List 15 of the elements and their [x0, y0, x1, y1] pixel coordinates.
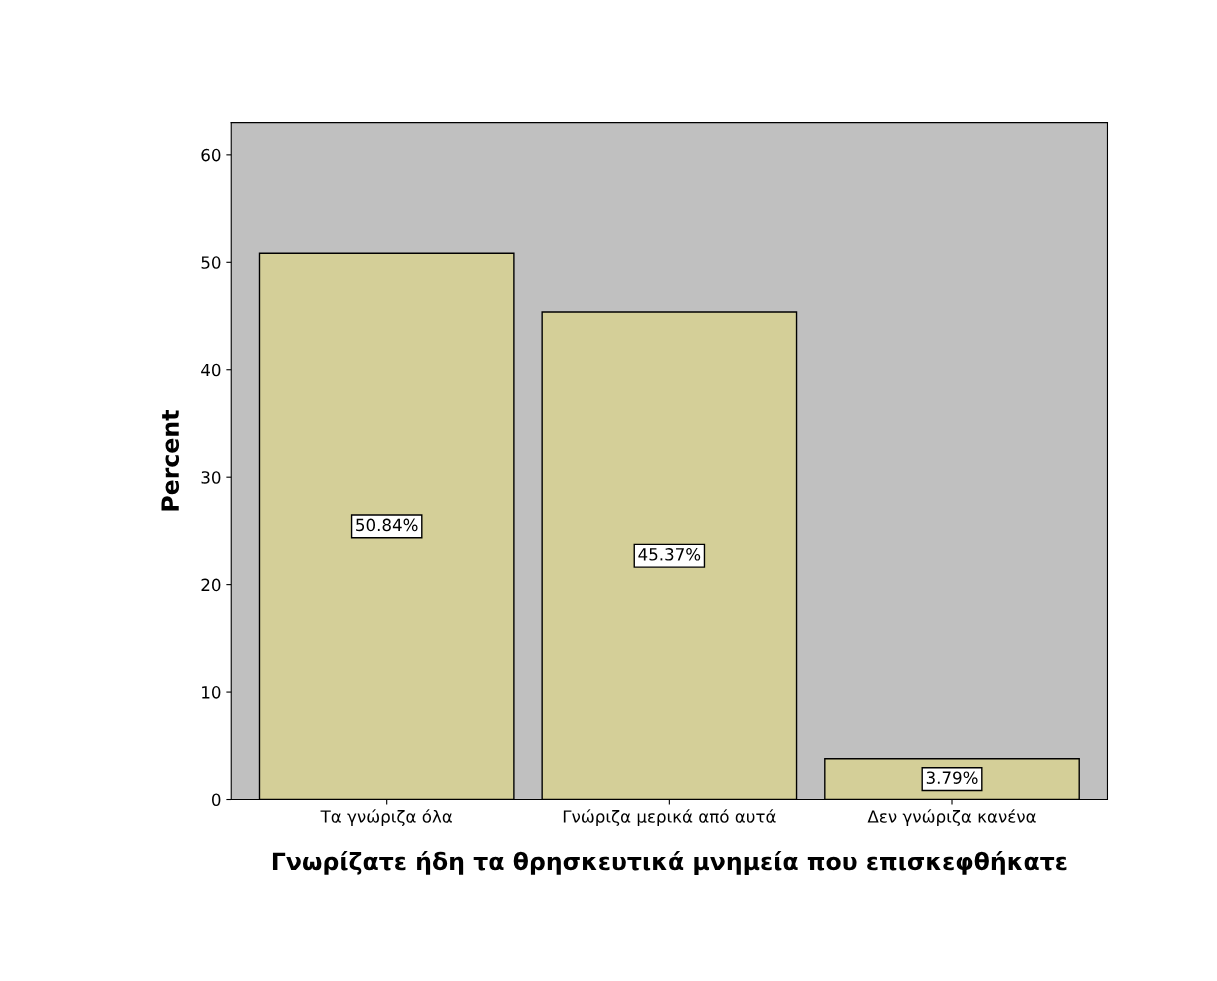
y-axis-title: Percent: [161, 410, 180, 511]
y-tick-label: 60: [201, 148, 221, 162]
y-tick-label: 20: [201, 578, 221, 592]
y-tick-label: 40: [201, 363, 221, 377]
x-tick-label: Τα γνώριζα όλα: [320, 809, 452, 827]
y-tick-label: 30: [201, 471, 221, 484]
y-tick-label: 10: [202, 686, 221, 699]
data-label: 3.79%: [926, 771, 978, 784]
y-tick-label: 50: [201, 256, 221, 269]
data-label: 50.84%: [356, 518, 418, 532]
x-axis-title: Γνωρίζατε ήδη τα θρησκευτικά μνημεία που επισκεφθήκατε: [272, 851, 1067, 875]
data-label: 45.37%: [638, 548, 701, 561]
x-tick-label: Γνώριζα μερικά από αυτά: [563, 809, 776, 827]
y-tick-label: 0: [212, 793, 221, 807]
x-tick-label: Δεν γνώριζα κανένα: [867, 809, 1036, 827]
